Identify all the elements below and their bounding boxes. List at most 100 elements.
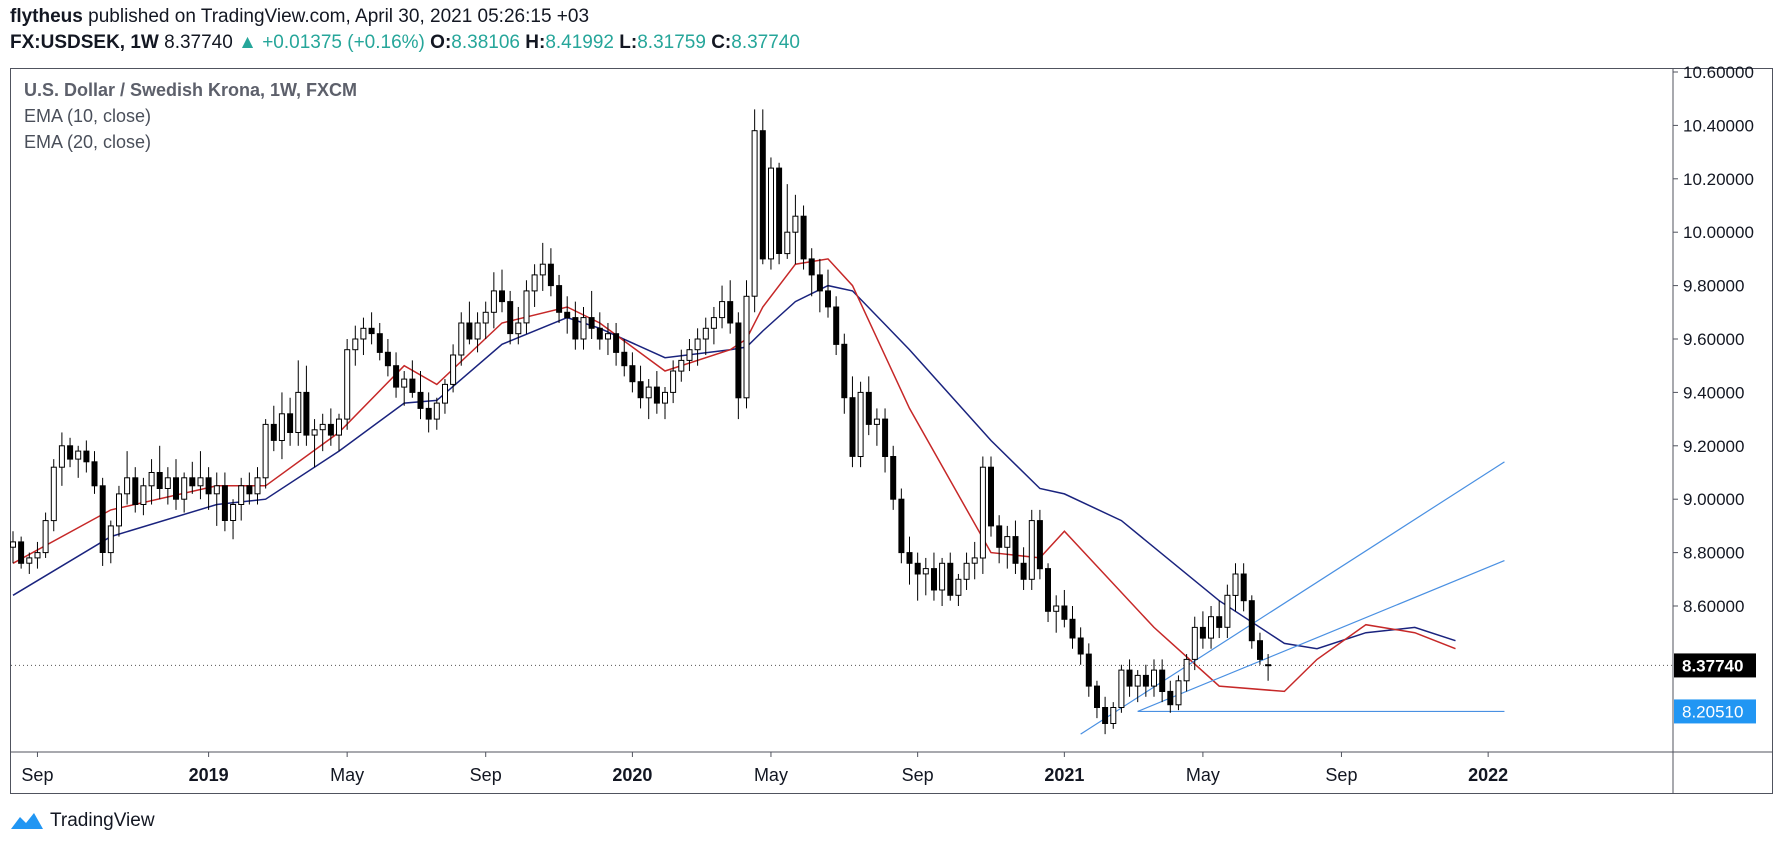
candle [42,512,49,558]
candle-body [873,418,880,425]
candle [1151,659,1157,697]
candle [1045,563,1051,623]
candle-body [710,317,717,329]
candle [979,456,986,574]
candle-body [556,285,563,313]
candle [1069,606,1076,649]
candle [686,339,693,372]
candle [393,352,400,398]
x-tick-label: May [754,765,788,785]
last-price: 8.37740 [164,32,233,53]
candle-body [678,359,685,372]
high-label: H: [525,32,546,53]
candle-body [303,391,310,436]
candle [759,109,766,265]
x-tick-label: 2021 [1044,765,1084,785]
candle-body [417,391,424,409]
candle-body [564,311,571,319]
candle [230,499,237,540]
candle-body [18,541,25,564]
candle [1004,525,1011,569]
author-name[interactable]: flytheus [10,6,83,27]
tradingview-logo-icon [11,813,43,829]
candle-body [99,485,106,553]
candle [1175,675,1182,711]
candle [409,360,416,398]
candle-body [336,418,342,436]
support-price-label-bg [1674,699,1756,724]
y-tick-label: 9.80000 [1683,277,1744,296]
candle-body [344,349,351,420]
candle [376,322,383,361]
candle [344,339,351,430]
candle-body [58,445,65,468]
candle [213,472,220,526]
trend-line [1137,560,1505,712]
candle-body [857,391,864,457]
x-tick-label: 2020 [612,765,652,785]
tradingview-brand[interactable]: TradingView [10,810,155,832]
candle [1028,509,1035,590]
candle [10,531,16,564]
candle [360,317,367,356]
candle [91,451,98,494]
y-tick-label: 10.40000 [1683,116,1754,135]
candle [26,552,33,574]
candle [922,557,929,596]
candle-body [42,520,49,554]
candle-body [1012,536,1019,564]
y-tick-label: 8.80000 [1683,544,1744,563]
candle [262,419,269,489]
candle [482,301,489,339]
candle [572,301,579,350]
x-tick-label: Sep [470,765,502,785]
y-tick-label: 9.00000 [1683,490,1744,509]
last-price-label: 8.37740 [1682,656,1743,675]
x-tick-label: Sep [1325,765,1357,785]
candle [873,408,880,446]
candle [743,280,750,409]
candle [596,312,603,350]
candle [1257,632,1263,665]
candle-body [499,290,505,303]
candle [107,520,114,564]
candle [1020,547,1027,590]
candle [352,325,359,366]
candle [702,317,709,356]
candle [1102,696,1109,735]
candle [205,467,212,510]
x-tick-label: Sep [21,765,53,785]
candle [1240,563,1247,612]
candle-body [1053,605,1060,612]
up-triangle-icon: ▲ [238,32,257,53]
candle [792,194,799,265]
candle-body [637,381,644,399]
candle [1265,654,1272,681]
candle [564,296,571,334]
candle-body [768,167,774,260]
candle-body [1175,680,1182,706]
candle-body [1028,520,1035,580]
candle-body [605,333,611,340]
brand-text: TradingView [50,810,155,831]
candle-body [735,322,742,399]
candle [825,269,831,318]
candle [140,477,147,516]
candle [58,432,65,486]
candle-body [988,466,994,527]
candle-body [743,295,750,399]
candle-body [319,423,326,431]
candle [1199,611,1206,649]
candle [588,290,595,339]
candle-body [882,418,889,458]
candle-body [645,386,652,399]
candle-body [751,130,758,297]
candle [270,405,277,452]
candle-body [26,557,33,564]
candle-body [865,391,872,425]
candle-body [1183,658,1190,682]
candle-body [727,301,734,324]
candle [83,440,90,473]
candle-body [482,311,489,324]
